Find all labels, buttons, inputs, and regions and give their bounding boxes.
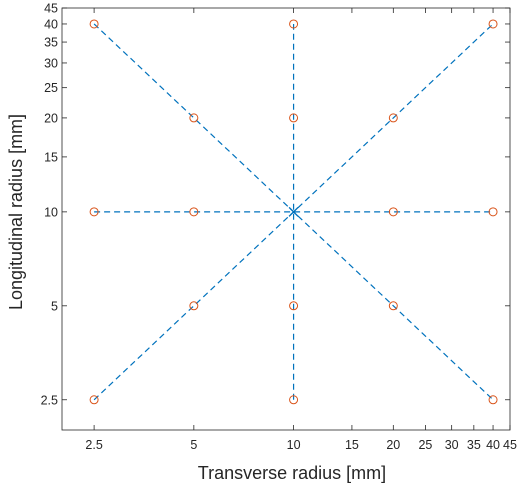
y-tick-label: 35 <box>44 36 58 50</box>
x-ticks-group: 2.5 5 10 15 20 25 30 35 40 45 <box>85 8 517 452</box>
data-point-7 <box>89 207 99 217</box>
center-marker-stroke-b <box>288 206 299 217</box>
data-point-11 <box>189 301 199 311</box>
y-tick-label: 10 <box>44 205 58 219</box>
axes-box <box>61 7 511 431</box>
data-point-4 <box>189 113 199 123</box>
y-tick-label: 25 <box>44 81 58 95</box>
data-point-5 <box>289 113 299 123</box>
x-axis-label: Transverse radius [mm] <box>198 463 386 483</box>
markers-group <box>89 19 498 405</box>
x-tick-label: 40 <box>486 438 500 452</box>
data-point-6 <box>388 113 398 123</box>
data-point-14 <box>89 395 99 405</box>
x-tick-label: 25 <box>418 438 432 452</box>
x-tick-label: 15 <box>345 438 359 452</box>
data-point-16 <box>488 395 498 405</box>
data-point-8 <box>189 207 199 217</box>
data-point-2 <box>289 19 299 29</box>
x-tick-label: 2.5 <box>85 438 102 452</box>
y-axis-label: Longitudinal radius [mm] <box>6 114 26 310</box>
y-tick-label: 2.5 <box>41 393 58 407</box>
x-tick-label: 35 <box>467 438 481 452</box>
axes-group <box>61 7 511 431</box>
data-point-3 <box>488 19 498 29</box>
data-point-10 <box>488 207 498 217</box>
y-tick-label: 5 <box>51 299 58 313</box>
data-point-12 <box>289 301 299 311</box>
data-point-1 <box>89 19 99 29</box>
y-tick-label: 45 <box>44 2 58 16</box>
x-tick-label: 5 <box>190 438 197 452</box>
y-tick-label: 40 <box>44 17 58 31</box>
center-marker <box>288 206 299 217</box>
data-point-13 <box>388 301 398 311</box>
data-point-15 <box>289 395 299 405</box>
x-tick-label: 10 <box>287 438 301 452</box>
y-tick-label: 15 <box>44 150 58 164</box>
x-tick-label: 30 <box>445 438 459 452</box>
y-tick-label: 30 <box>44 56 58 70</box>
x-tick-label: 20 <box>386 438 400 452</box>
data-point-9 <box>388 207 398 217</box>
x-tick-label: 45 <box>503 438 517 452</box>
y-tick-label: 20 <box>44 111 58 125</box>
